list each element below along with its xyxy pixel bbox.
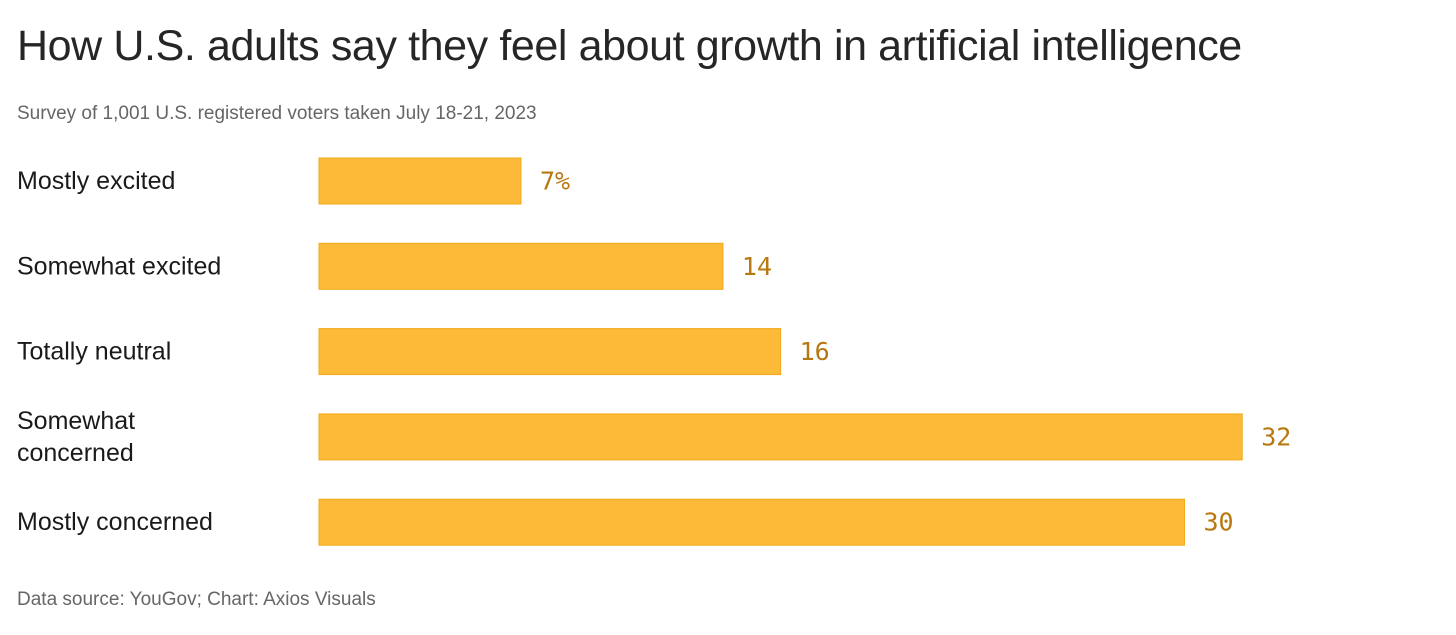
chart-source: Data source: YouGov; Chart: Axios Visual…: [17, 589, 376, 610]
chart-title: How U.S. adults say they feel about grow…: [17, 22, 1242, 70]
category-label-3: Somewhat concerned: [17, 407, 135, 467]
bar-0: [318, 157, 522, 205]
value-label-1: 14: [742, 252, 772, 281]
bar-4: [318, 498, 1185, 546]
category-label-1: Somewhat excited: [17, 252, 221, 280]
bar-2: [318, 328, 782, 376]
category-label-2: Totally neutral: [17, 338, 171, 366]
value-label-3: 32: [1261, 422, 1291, 451]
value-label-0: 7%: [540, 167, 570, 196]
chart-subtitle: Survey of 1,001 U.S. registered voters t…: [17, 103, 537, 124]
bar-chart: 7% Mostly excited 14 Somewhat excited 16 Tota…: [17, 157, 1291, 546]
category-label-0: Mostly excited: [17, 167, 175, 195]
category-label-4: Mostly concerned: [17, 508, 213, 536]
bar-1: [318, 242, 724, 290]
bar-3: [318, 413, 1243, 461]
value-label-4: 30: [1204, 508, 1234, 537]
value-label-2: 16: [800, 337, 830, 366]
